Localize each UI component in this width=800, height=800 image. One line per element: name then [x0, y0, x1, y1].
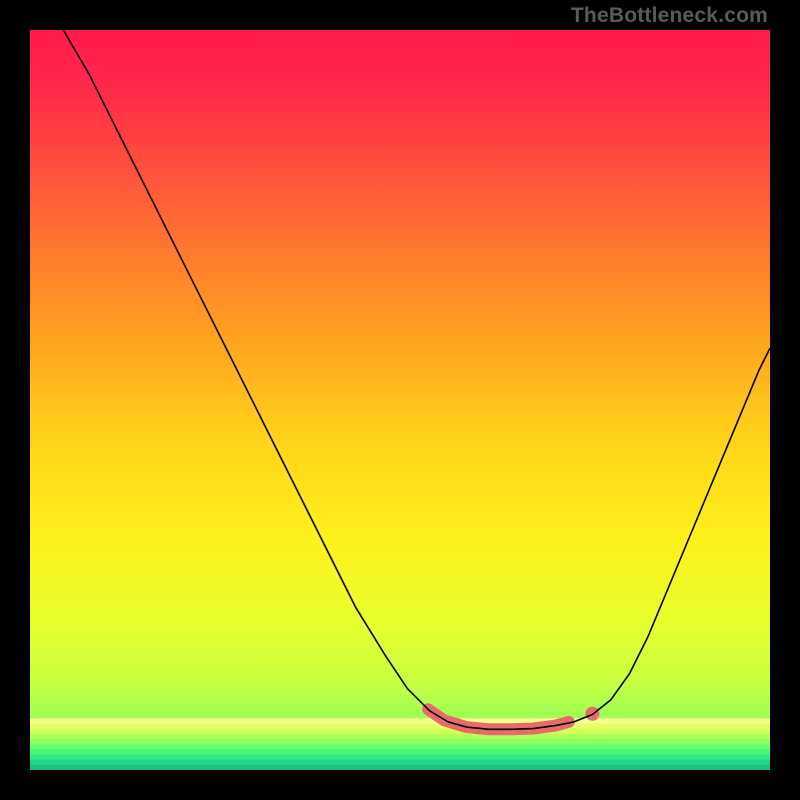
plot-area: [30, 30, 770, 770]
watermark-text: TheBottleneck.com: [571, 4, 768, 28]
curve-layer: [30, 30, 770, 770]
bottleneck-curve: [63, 30, 770, 729]
chart-container: TheBottleneck.com: [0, 0, 800, 800]
